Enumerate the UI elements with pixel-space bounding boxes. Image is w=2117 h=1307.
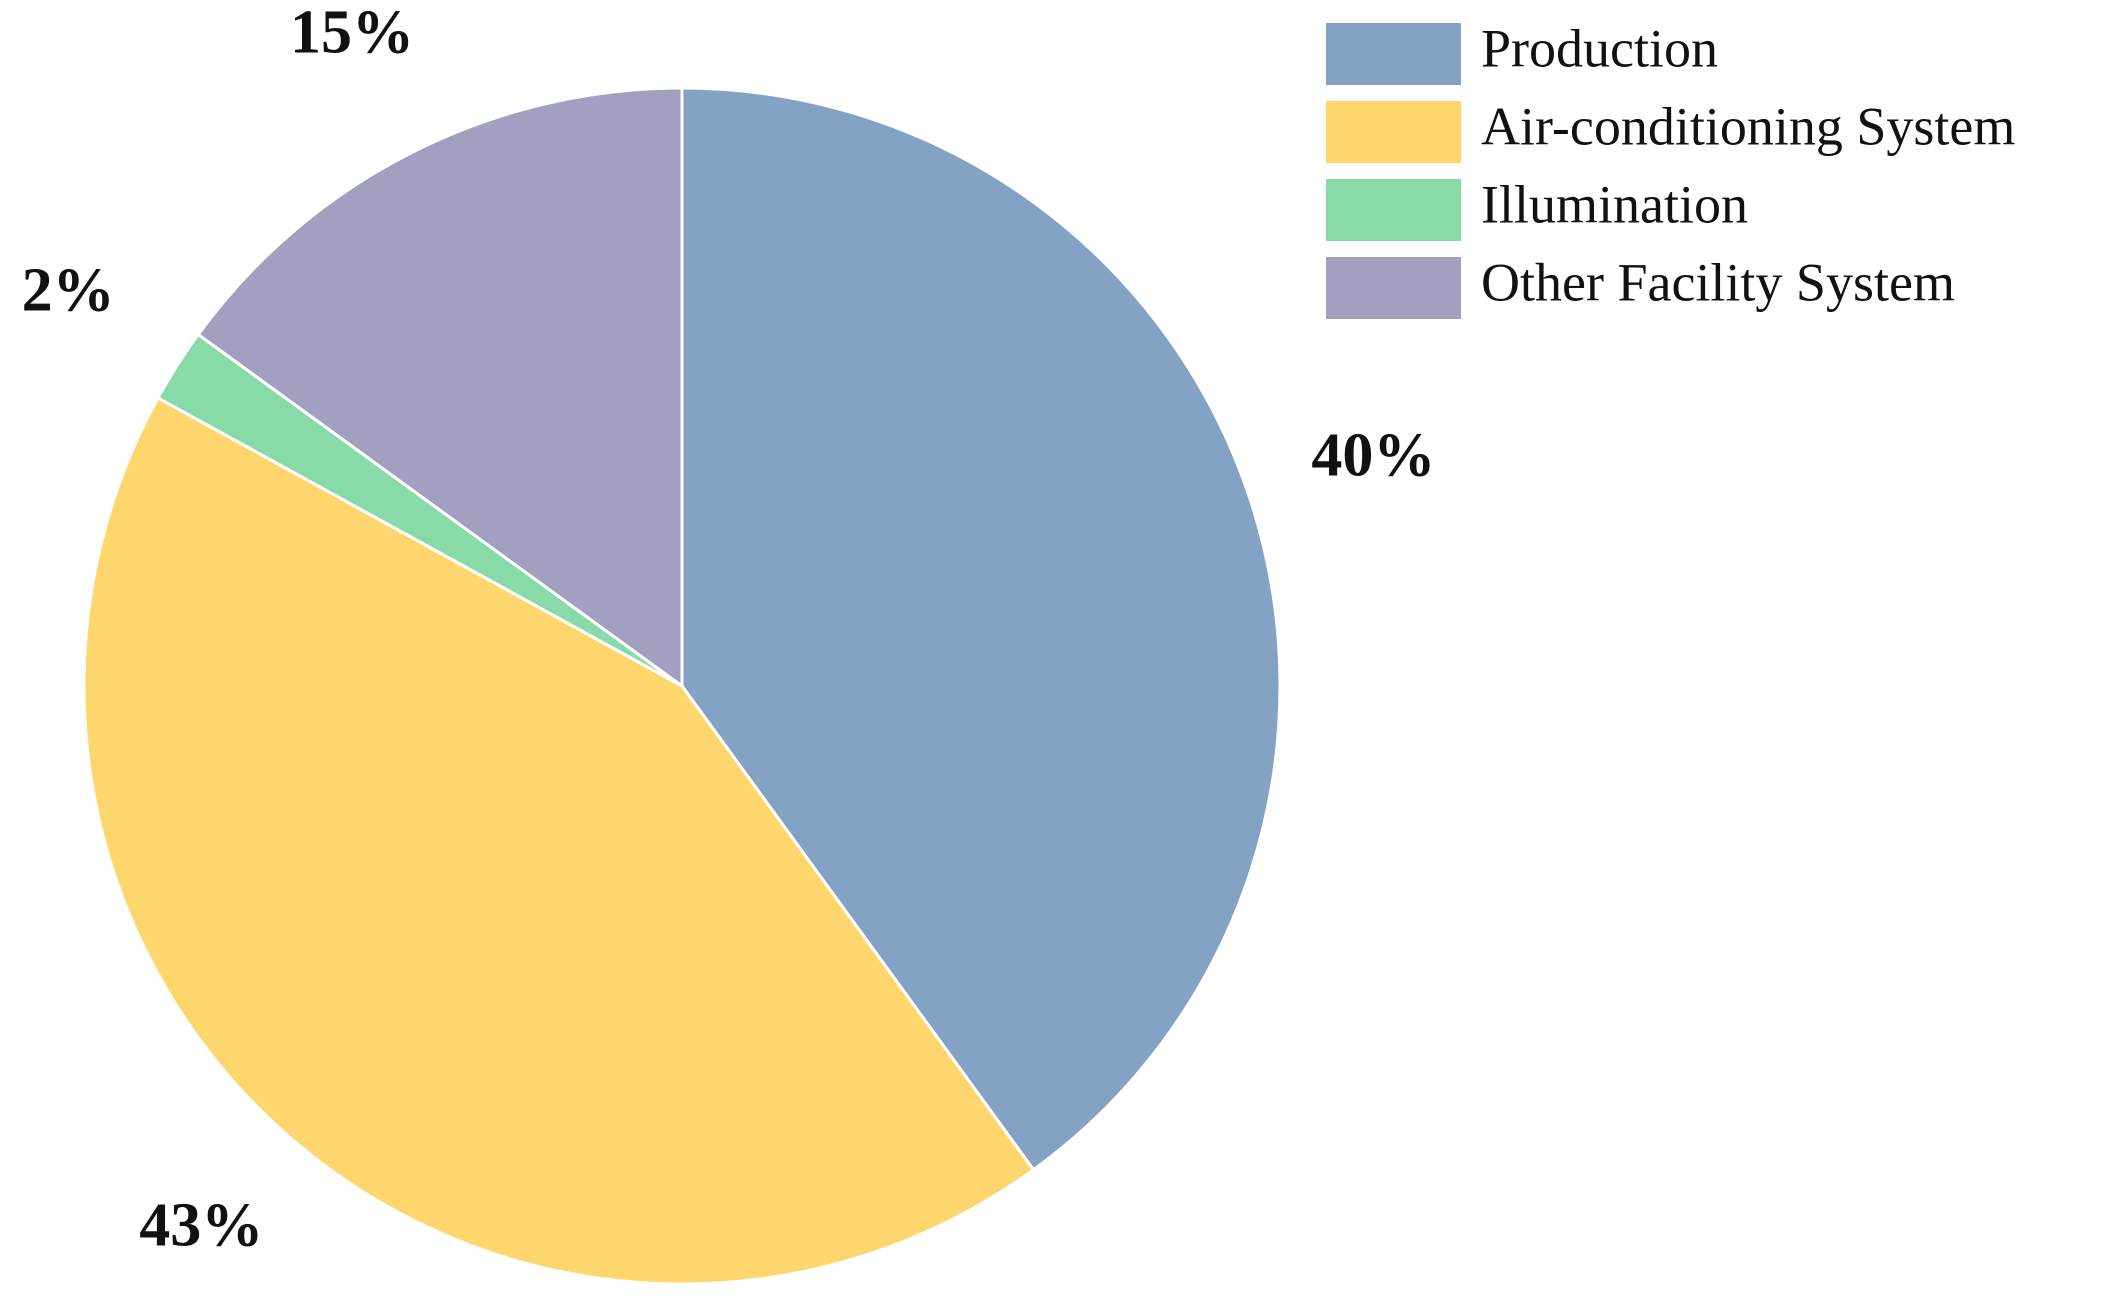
legend-label: Production bbox=[1481, 18, 1718, 78]
slice-label: 40% bbox=[1311, 422, 1435, 490]
legend-label: Illumination bbox=[1481, 174, 1748, 234]
pie-slice bbox=[196, 86, 684, 689]
legend-swatch bbox=[1326, 179, 1461, 241]
slice-label: 15% bbox=[290, 0, 414, 66]
legend-label: Air-conditioning System bbox=[1481, 96, 2015, 156]
legend-label: Other Facility System bbox=[1481, 252, 1955, 312]
pie-slice bbox=[82, 395, 1036, 1286]
legend-swatch bbox=[1326, 101, 1461, 163]
legend-swatch bbox=[1326, 257, 1461, 319]
slice-label: 2% bbox=[22, 257, 115, 325]
slice-label: 43% bbox=[139, 1192, 263, 1260]
pie-slice bbox=[680, 86, 1282, 1172]
legend-swatch bbox=[1326, 23, 1461, 85]
